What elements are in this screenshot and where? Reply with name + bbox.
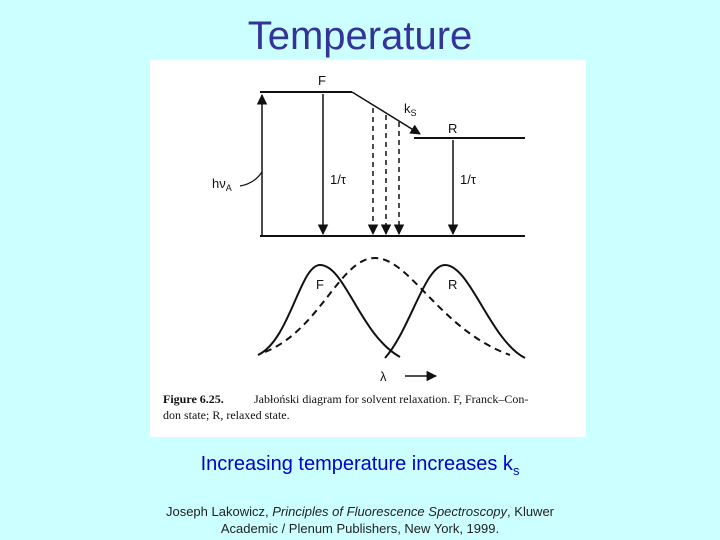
caption-line: don state; R, relaxed state. — [163, 408, 290, 422]
label-f: F — [318, 73, 326, 88]
label-ks: kS — [404, 101, 417, 118]
label-k: k — [404, 101, 411, 116]
caption-line: Jabłoński diagram for solvent relaxation… — [254, 392, 528, 406]
spectrum-label-r: R — [448, 277, 457, 292]
label-hv-sub: A — [226, 183, 232, 193]
citation: Joseph Lakowicz, Principles of Fluoresce… — [120, 503, 600, 537]
slide-title: Temperature — [247, 14, 473, 58]
spectrum-label-f: F — [316, 277, 324, 292]
citation-line: Academic / Plenum Publishers, New York, … — [220, 521, 500, 536]
subtitle-text: Increasing temperature increases k — [200, 453, 513, 475]
citation-author: Joseph Lakowicz, — [165, 504, 273, 519]
label-lambda: λ — [380, 369, 387, 384]
label-decay-f: 1/τ — [330, 172, 347, 187]
subtitle: Increasing temperature increases ks — [0, 453, 720, 478]
citation-publisher: , Kluwer — [507, 504, 555, 519]
label-decay-r: 1/τ — [460, 172, 477, 187]
citation-book: Principles of Fluorescence Spectroscopy — [272, 504, 508, 519]
diagram — [239, 91, 526, 382]
subtitle-sub: s — [512, 463, 520, 478]
label-hv: hνA — [212, 176, 232, 193]
caption-label: Figure 6.25. — [163, 392, 224, 406]
label-hv-main: hν — [212, 176, 226, 191]
figure-background — [150, 60, 586, 437]
label-k-sub: S — [411, 108, 417, 118]
label-r: R — [448, 121, 457, 136]
